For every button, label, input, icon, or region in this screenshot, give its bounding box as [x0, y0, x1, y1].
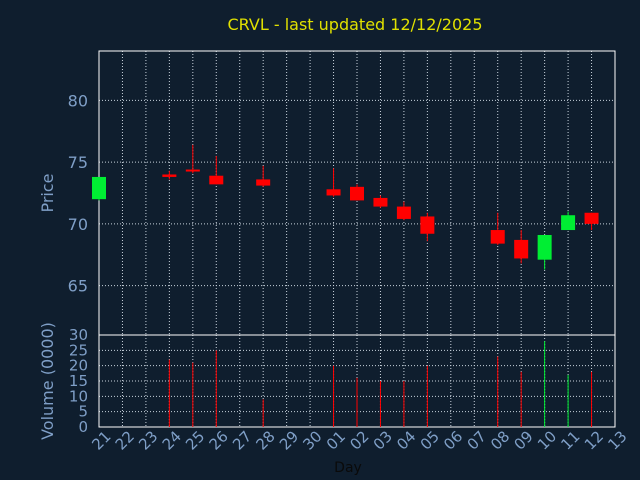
price-y-axis-label: Price	[38, 173, 57, 212]
candle-body	[373, 197, 388, 207]
candle-body	[420, 216, 435, 234]
x-axis-label: Day	[334, 460, 362, 476]
candle	[584, 212, 599, 231]
candle	[373, 195, 388, 208]
price-y-tick-label: 75	[68, 153, 88, 172]
candle-body	[584, 212, 599, 224]
volume-y-tick-label: 25	[69, 341, 88, 359]
x-tick-label: 07	[464, 427, 490, 453]
candle-body	[490, 230, 505, 244]
x-tick-label: 01	[323, 427, 349, 453]
candle	[350, 184, 364, 201]
price-y-tick-label: 80	[68, 91, 88, 110]
candle-body	[185, 169, 200, 172]
candle-body	[92, 176, 106, 200]
candle	[162, 170, 177, 180]
candle	[420, 212, 435, 242]
candle-body	[256, 179, 271, 186]
candle	[537, 234, 552, 270]
x-tick-label: 13	[604, 427, 630, 453]
candle	[490, 212, 505, 245]
candle	[92, 176, 106, 201]
candle	[326, 168, 341, 197]
candle	[209, 155, 224, 185]
volume-y-tick-label: 5	[78, 403, 88, 421]
x-tick-label: 21	[88, 427, 114, 453]
candle-body	[561, 215, 576, 231]
x-tick-label: 06	[440, 427, 466, 453]
candle	[396, 201, 411, 221]
x-tick-label: 28	[253, 427, 279, 453]
candle	[561, 211, 576, 231]
candle-body	[396, 206, 411, 219]
price-y-tick-label: 65	[68, 277, 88, 296]
volume-y-axis-label: Volume (0000)	[38, 322, 57, 440]
candle-body	[537, 234, 552, 260]
price-y-ticks: 65 70 75 80	[68, 91, 88, 295]
price-y-tick-label: 70	[68, 215, 88, 234]
x-tick-label: 11	[557, 427, 583, 453]
x-tick-label: 22	[112, 427, 138, 453]
x-tick-label: 24	[159, 427, 185, 453]
candles	[92, 144, 599, 270]
volume-y-tick-label: 15	[69, 372, 88, 390]
x-tick-label: 09	[511, 427, 537, 453]
volume-y-tick-label: 20	[69, 357, 88, 375]
x-tick-label: 12	[581, 427, 607, 453]
x-tick-label: 30	[299, 427, 325, 453]
x-tick-label: 25	[182, 427, 208, 453]
candle-body	[326, 189, 341, 196]
x-tick-label: 10	[534, 427, 560, 453]
x-tick-label: 08	[487, 427, 513, 453]
x-tick-label: 26	[206, 427, 232, 453]
candle-body	[162, 174, 177, 177]
candle	[256, 165, 271, 187]
x-tick-label: 03	[370, 427, 396, 453]
candle-body	[350, 186, 364, 201]
x-tick-label: 05	[417, 427, 443, 453]
volume-y-tick-label: 10	[69, 387, 88, 405]
volume-y-tick-label: 30	[69, 326, 88, 344]
x-tick-label: 04	[393, 427, 419, 453]
volume-y-tick-label: 0	[78, 418, 88, 436]
candle	[185, 144, 200, 174]
candle-body	[514, 239, 529, 259]
chart-title: CRVL - last updated 12/12/2025	[228, 15, 483, 34]
x-tick-label: 02	[346, 427, 372, 453]
x-ticks: 2122232425262728293001020304050607080910…	[88, 427, 630, 453]
x-tick-label: 27	[229, 427, 255, 453]
candle	[514, 230, 529, 264]
x-tick-label: 29	[276, 427, 302, 453]
candle-body	[209, 175, 224, 185]
x-tick-label: 23	[135, 427, 161, 453]
volume-bars	[168, 341, 593, 427]
